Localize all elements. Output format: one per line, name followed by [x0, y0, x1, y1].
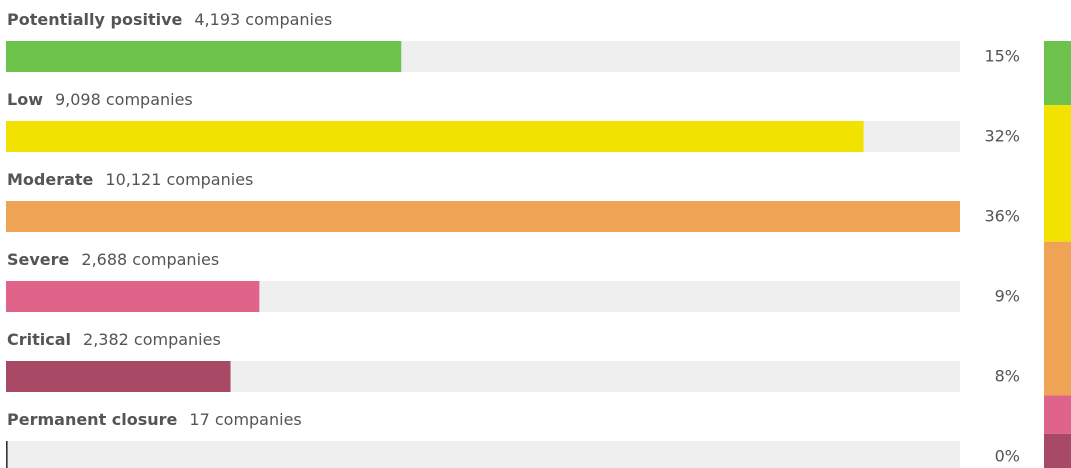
share-segment: [1044, 241, 1071, 396]
share-label: 15%: [984, 47, 1020, 66]
count-label: 4,193 companies: [194, 10, 332, 29]
category-name: Potentially positive: [7, 10, 183, 29]
count-label: 17 companies: [189, 410, 301, 429]
share-label: 9%: [995, 287, 1020, 306]
row-label: Low 9,098 companies: [7, 90, 193, 109]
share-label: 32%: [984, 127, 1020, 146]
row-label: Severe 2,688 companies: [7, 250, 219, 269]
bar: [6, 201, 960, 232]
bar: [6, 121, 864, 152]
share-segment: [1044, 41, 1071, 106]
bar: [6, 441, 8, 468]
count-label: 2,382 companies: [83, 330, 221, 349]
row-label: Potentially positive 4,193 companies: [7, 10, 332, 29]
bar: [6, 361, 231, 392]
count-label: 10,121 companies: [105, 170, 253, 189]
share-label: 8%: [995, 367, 1020, 386]
share-segment: [1044, 395, 1071, 434]
row-label: Moderate 10,121 companies: [7, 170, 253, 189]
row-label: Critical 2,382 companies: [7, 330, 221, 349]
bar-track: [6, 441, 960, 468]
share-label: 36%: [984, 207, 1020, 226]
share-label: 0%: [995, 447, 1020, 466]
category-name: Severe: [7, 250, 70, 269]
category-name: Critical: [7, 330, 71, 349]
category-name: Moderate: [7, 170, 94, 189]
bar: [6, 41, 402, 72]
count-label: 2,688 companies: [81, 250, 219, 269]
category-name: Permanent closure: [7, 410, 178, 429]
row-label: Permanent closure 17 companies: [7, 410, 302, 429]
share-segment: [1044, 433, 1071, 468]
count-label: 9,098 companies: [55, 90, 193, 109]
bar: [6, 281, 260, 312]
share-segment: [1044, 105, 1071, 242]
category-name: Low: [7, 90, 43, 109]
